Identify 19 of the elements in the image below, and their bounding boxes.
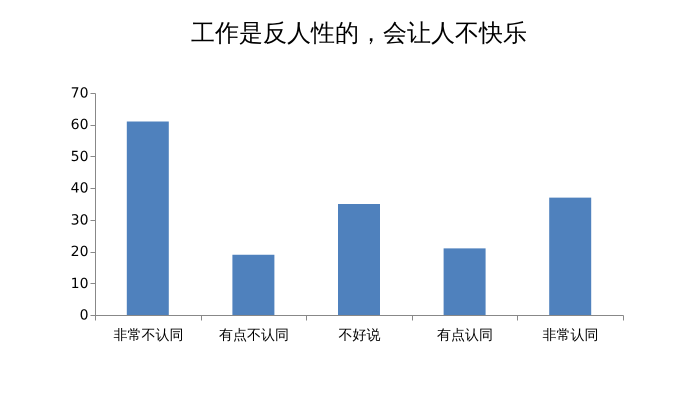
y-tick-label: 40 [70, 180, 88, 197]
bar [338, 204, 380, 315]
bar [444, 248, 486, 315]
y-tick-label: 50 [70, 148, 88, 165]
y-tick-label: 60 [70, 117, 88, 134]
x-tick-label: 有点认同 [437, 328, 494, 344]
y-tick-label: 10 [70, 276, 88, 292]
y-tick-label: 30 [70, 212, 88, 228]
chart-title: 工作是反人性的，会让人不快乐 [191, 19, 527, 47]
x-tick-label: 有点不认同 [218, 328, 289, 344]
y-tick-label: 70 [70, 86, 88, 102]
y-tick-label: 20 [70, 244, 88, 260]
y-tick-label: 0 [80, 308, 88, 324]
x-tick-label: 不好说 [338, 328, 380, 344]
bar [126, 122, 169, 315]
bar [232, 254, 274, 315]
bar [549, 198, 592, 315]
x-tick-label: 非常不认同 [113, 328, 184, 344]
x-tick-label: 非常认同 [542, 328, 599, 344]
